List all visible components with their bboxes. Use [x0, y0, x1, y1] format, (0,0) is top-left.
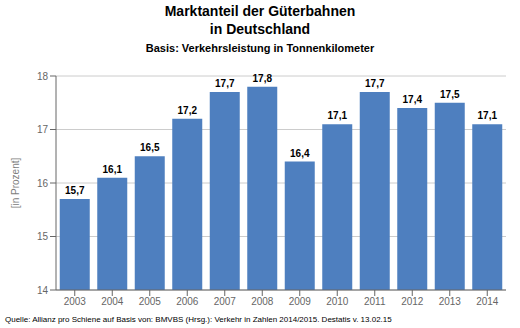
svg-text:2006: 2006	[176, 296, 199, 307]
svg-text:17,7: 17,7	[365, 78, 385, 89]
svg-text:2007: 2007	[214, 296, 237, 307]
svg-text:17: 17	[37, 124, 49, 135]
svg-text:17,7: 17,7	[215, 78, 235, 89]
html-text:in Deutschland: in Deutschland	[209, 21, 311, 37]
svg-text:14: 14	[37, 285, 49, 296]
html-text:Basis: Verkehrsleistung in Ton: Basis: Verkehrsleistung in Tonnenkilomet…	[145, 42, 375, 54]
svg-text:2012: 2012	[401, 296, 424, 307]
svg-text:17,5: 17,5	[440, 89, 460, 100]
svg-text:18: 18	[37, 71, 49, 82]
svg-text:2009: 2009	[289, 296, 312, 307]
svg-text:2010: 2010	[326, 296, 349, 307]
svg-text:17,4: 17,4	[403, 94, 423, 105]
svg-text:15,7: 15,7	[65, 185, 85, 196]
svg-text:2011: 2011	[364, 296, 386, 307]
svg-text:16: 16	[37, 178, 49, 189]
svg-text:[in Prozent]: [in Prozent]	[10, 157, 21, 208]
svg-text:2008: 2008	[251, 296, 274, 307]
svg-text:15: 15	[37, 231, 49, 242]
html-text:Marktanteil der Güterbahnen: Marktanteil der Güterbahnen	[164, 3, 356, 19]
svg-text:2005: 2005	[139, 296, 162, 307]
svg-text:16,5: 16,5	[140, 142, 160, 153]
svg-text:2014: 2014	[476, 296, 499, 307]
svg-text:2004: 2004	[101, 296, 124, 307]
svg-text:17,1: 17,1	[328, 110, 348, 121]
svg-text:16,4: 16,4	[290, 148, 310, 159]
svg-text:2013: 2013	[439, 296, 462, 307]
svg-text:17,8: 17,8	[253, 73, 273, 84]
svg-text:2003: 2003	[64, 296, 87, 307]
svg-text:16,1: 16,1	[103, 164, 123, 175]
html-text:Quelle: Allianz pro Schiene au: Quelle: Allianz pro Schiene auf Basis vo…	[5, 315, 392, 324]
svg-text:17,2: 17,2	[178, 105, 198, 116]
svg-text:17,1: 17,1	[478, 110, 498, 121]
